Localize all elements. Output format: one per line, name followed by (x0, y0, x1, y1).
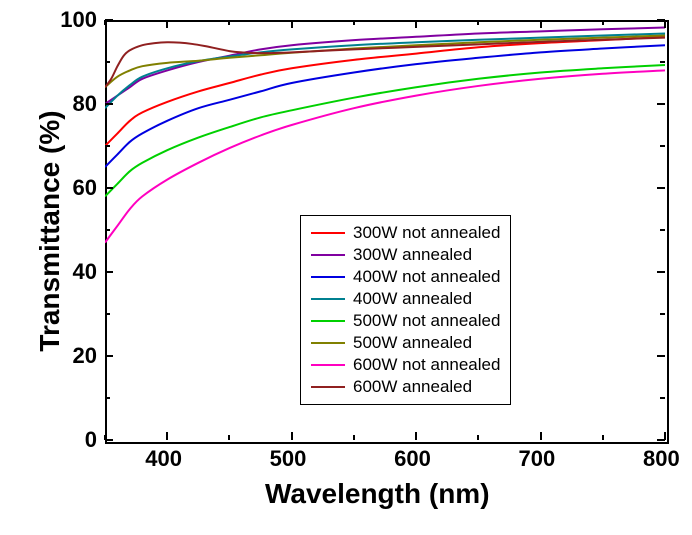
y-tick (657, 439, 665, 441)
y-minor-tick (660, 313, 665, 315)
x-tick (166, 432, 168, 440)
x-minor-tick (228, 435, 230, 440)
x-tick-label: 700 (519, 446, 556, 472)
legend: 300W not annealed300W annealed400W not a… (300, 215, 511, 405)
x-tick (415, 20, 417, 28)
x-minor-tick (477, 20, 479, 25)
chart-container: Transmittance (%) Wavelength (nm) 300W n… (0, 0, 692, 535)
legend-label: 500W annealed (353, 333, 472, 353)
x-tick (166, 20, 168, 28)
y-tick (657, 355, 665, 357)
legend-item: 300W not annealed (311, 222, 500, 244)
legend-line-swatch (311, 320, 345, 322)
y-minor-tick (660, 145, 665, 147)
legend-line-swatch (311, 298, 345, 300)
y-tick (105, 439, 113, 441)
x-tick-label: 800 (643, 446, 680, 472)
y-tick-label: 100 (60, 7, 97, 33)
x-tick-label: 500 (270, 446, 307, 472)
x-tick (291, 20, 293, 28)
legend-label: 600W annealed (353, 377, 472, 397)
series-line (105, 33, 665, 108)
x-minor-tick (602, 20, 604, 25)
y-tick (657, 19, 665, 21)
x-minor-tick (602, 435, 604, 440)
legend-line-swatch (311, 232, 345, 234)
legend-label: 600W not annealed (353, 355, 500, 375)
x-minor-tick (353, 20, 355, 25)
y-tick-label: 80 (73, 91, 97, 117)
legend-item: 600W not annealed (311, 354, 500, 376)
y-tick (657, 187, 665, 189)
x-tick (540, 432, 542, 440)
legend-line-swatch (311, 342, 345, 344)
y-minor-tick (660, 61, 665, 63)
x-tick-label: 400 (145, 446, 182, 472)
y-tick (105, 187, 113, 189)
legend-line-swatch (311, 386, 345, 388)
y-minor-tick (105, 229, 110, 231)
legend-item: 500W not annealed (311, 310, 500, 332)
y-tick-label: 40 (73, 259, 97, 285)
y-minor-tick (105, 313, 110, 315)
legend-item: 600W annealed (311, 376, 500, 398)
legend-label: 500W not annealed (353, 311, 500, 331)
x-tick (664, 20, 666, 28)
y-axis-label: Transmittance (%) (34, 106, 66, 356)
y-minor-tick (660, 229, 665, 231)
y-minor-tick (105, 61, 110, 63)
y-minor-tick (105, 397, 110, 399)
legend-line-swatch (311, 364, 345, 366)
legend-item: 400W annealed (311, 288, 500, 310)
y-tick-label: 60 (73, 175, 97, 201)
x-tick (540, 20, 542, 28)
y-tick (657, 103, 665, 105)
legend-label: 300W not annealed (353, 223, 500, 243)
y-tick (657, 271, 665, 273)
x-minor-tick (477, 435, 479, 440)
x-minor-tick (353, 435, 355, 440)
y-minor-tick (105, 145, 110, 147)
x-minor-tick (228, 20, 230, 25)
legend-item: 300W annealed (311, 244, 500, 266)
legend-item: 400W not annealed (311, 266, 500, 288)
x-tick-label: 600 (394, 446, 431, 472)
legend-line-swatch (311, 254, 345, 256)
y-tick-label: 0 (85, 427, 97, 453)
series-line (105, 65, 665, 196)
legend-label: 400W annealed (353, 289, 472, 309)
legend-item: 500W annealed (311, 332, 500, 354)
y-tick-label: 20 (73, 343, 97, 369)
legend-label: 300W annealed (353, 245, 472, 265)
x-axis-label: Wavelength (nm) (265, 478, 490, 510)
x-tick (415, 432, 417, 440)
x-tick (291, 432, 293, 440)
legend-line-swatch (311, 276, 345, 278)
y-tick (105, 103, 113, 105)
legend-label: 400W not annealed (353, 267, 500, 287)
y-tick (105, 271, 113, 273)
y-minor-tick (660, 397, 665, 399)
y-tick (105, 19, 113, 21)
y-tick (105, 355, 113, 357)
